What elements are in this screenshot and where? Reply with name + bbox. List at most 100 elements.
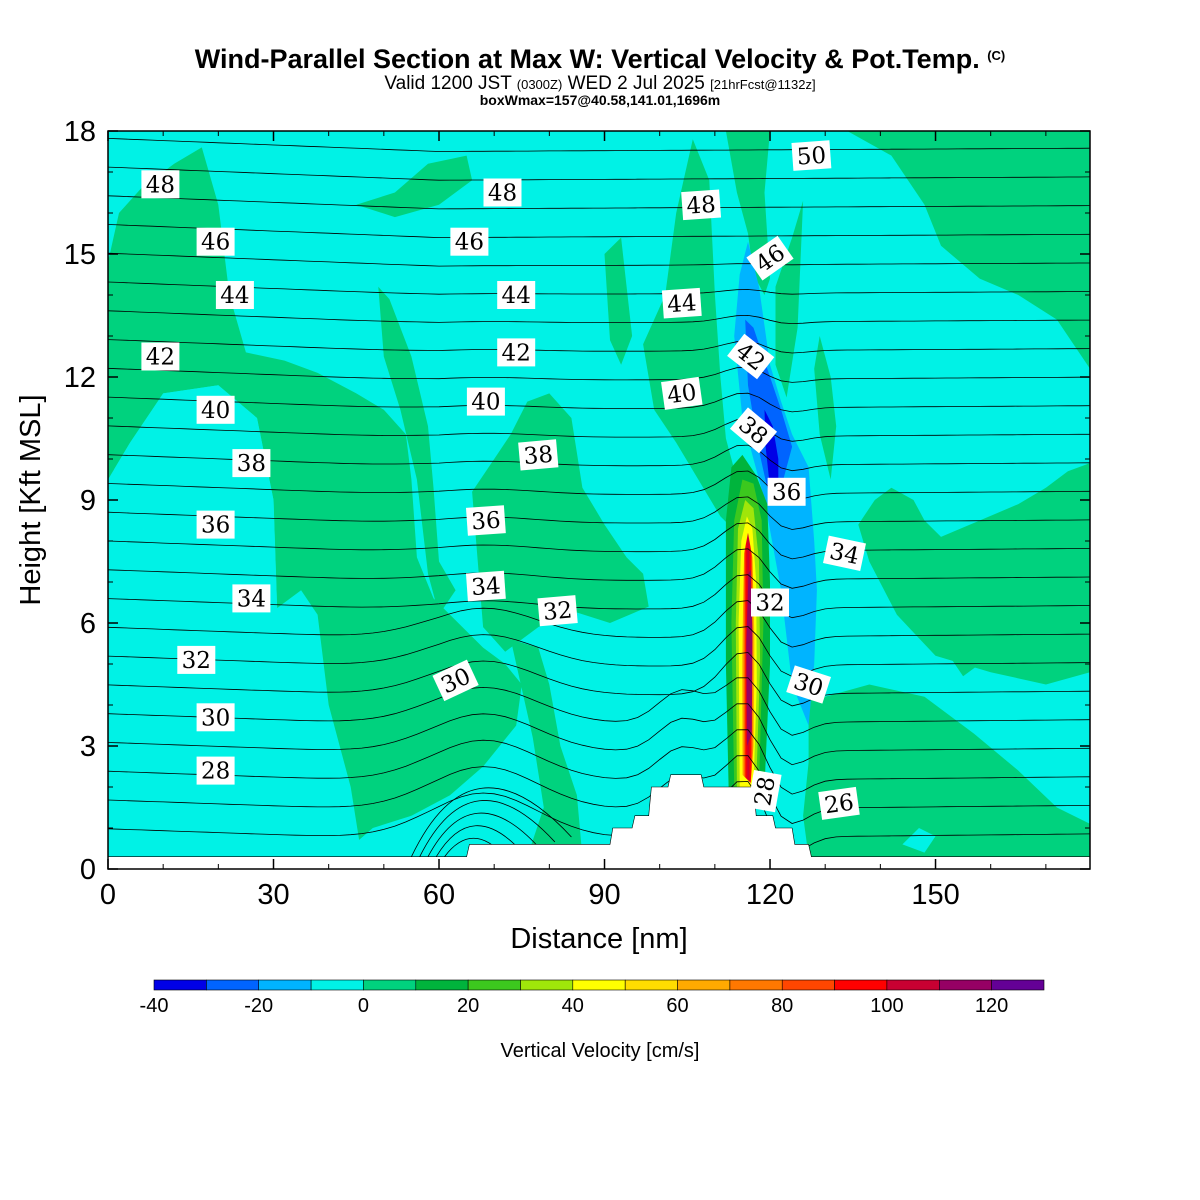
- w-positive-region: [858, 463, 1090, 685]
- w-positive-region: [930, 577, 980, 677]
- theta-contour-label: 44: [497, 281, 536, 309]
- theta-label-text: 40: [666, 379, 699, 409]
- theta-contour-label: 34: [232, 584, 271, 613]
- theta-contour-line: [108, 703, 1090, 766]
- x-tick-label: 90: [588, 879, 620, 911]
- theta-label-box: [747, 769, 782, 813]
- colorbar-tick-label: 120: [975, 995, 1008, 1017]
- theta-contour-line: [411, 787, 572, 857]
- y-tick-label: 0: [80, 854, 96, 886]
- chart-title: Wind-Parallel Section at Max W: Vertical…: [194, 44, 1006, 74]
- theta-label-box: [518, 439, 559, 471]
- theta-label-text: 40: [201, 398, 230, 424]
- theta-contour-line: [108, 600, 1090, 648]
- theta-label-box: [751, 588, 789, 617]
- theta-contour-line: [108, 470, 1090, 501]
- w-positive-region: [775, 200, 804, 398]
- theta-label-box: [232, 584, 271, 613]
- theta-label-text: 34: [827, 539, 861, 571]
- colorbar-tick-label: 0: [358, 995, 369, 1017]
- theta-contour-label: 46: [196, 227, 235, 256]
- theta-label-box: [661, 287, 702, 319]
- w-positive-region: [604, 237, 633, 365]
- theta-label-box: [483, 178, 522, 207]
- theta-contour-label: 44: [661, 287, 702, 319]
- theta-label-text: 48: [146, 172, 175, 198]
- copyright-mark: (C): [987, 48, 1006, 63]
- colorbar-swatch: [415, 979, 469, 991]
- theta-contour-label: 38: [518, 439, 559, 471]
- x-tick-label: 0: [100, 879, 116, 911]
- w-zero-region: [902, 828, 936, 853]
- theta-label-text: 48: [488, 181, 517, 207]
- theta-contour-label: 28: [196, 756, 235, 785]
- w-positive-region: [378, 286, 456, 615]
- valid-utc: (0300Z): [516, 77, 563, 92]
- theta-label-box: [141, 342, 180, 371]
- theta-label-text: 32: [182, 648, 211, 674]
- theta-label-box: [537, 595, 578, 627]
- theta-label-box: [450, 227, 489, 256]
- x-tick-label: 120: [746, 879, 794, 911]
- theta-label-box: [196, 510, 235, 539]
- theta-contour-label: 40: [661, 376, 703, 410]
- theta-label-box: [818, 786, 860, 820]
- y-tick-label: 9: [80, 485, 96, 517]
- w-positive-region: [847, 131, 1090, 369]
- x-axis: 0 30 60 90 120 150: [100, 131, 1047, 911]
- theta-label-box: [196, 756, 235, 785]
- theta-contour-label: 40: [196, 395, 235, 424]
- colorbar-swatch: [258, 979, 312, 991]
- theta-contour-line: [108, 138, 1090, 152]
- theta-label-text: 30: [201, 705, 230, 731]
- theta-label-box: [232, 449, 271, 478]
- colorbar-swatch: [153, 979, 207, 991]
- theta-contour-label: 50: [791, 140, 832, 171]
- theta-label-box: [196, 395, 235, 424]
- theta-label-box: [791, 140, 832, 171]
- x-axis-label: Distance [nm]: [510, 923, 687, 955]
- w-positive-region: [510, 639, 583, 857]
- theta-contour-layer: [108, 52, 1090, 857]
- theta-label-text: 46: [201, 230, 230, 256]
- y-tick-label: 3: [80, 731, 96, 763]
- theta-contour-label: 48: [483, 178, 522, 207]
- theta-contour-line: [108, 366, 1090, 383]
- theta-contour-line: [108, 496, 1090, 530]
- theta-contour-line: [108, 52, 1090, 65]
- theta-label-box: [466, 387, 505, 416]
- theta-label-box: [786, 665, 831, 704]
- theta-contour-label: 36: [767, 477, 806, 506]
- w-positive-region: [356, 155, 473, 218]
- theta-contour-label: 42: [497, 338, 536, 367]
- colorbar-tick-label: 20: [457, 995, 479, 1017]
- theta-label-text: 38: [237, 451, 266, 477]
- w-positive-region: [803, 680, 1090, 857]
- colorbar-swatch: [886, 979, 940, 991]
- theta-contour-line: [108, 195, 1090, 210]
- theta-contour-line: [108, 755, 1090, 824]
- theta-label-box: [681, 189, 722, 221]
- theta-contour-label: 32: [177, 645, 216, 674]
- theta-contour-line: [108, 652, 1090, 707]
- theta-contour-label: 46: [450, 227, 489, 256]
- theta-contour-line: [108, 252, 1090, 267]
- theta-label-box: [767, 477, 806, 506]
- theta-contour-line: [108, 166, 1090, 181]
- colorbar-swatch: [363, 979, 417, 991]
- theta-contour-label: 48: [681, 189, 722, 221]
- x-tick-label: 60: [423, 879, 455, 911]
- colorbar: -40 -20 0 20 40 60 80 100 120: [140, 979, 1045, 1017]
- theta-label-box: [497, 281, 536, 309]
- colorbar-swatch: [938, 979, 992, 991]
- y-tick-label: 12: [64, 362, 96, 394]
- theta-contour-line: [108, 444, 1090, 472]
- theta-contour-line: [108, 81, 1090, 94]
- theta-contour-line: [108, 310, 1090, 325]
- theta-contour-label: 48: [141, 170, 180, 199]
- colorbar-swatch: [310, 979, 364, 991]
- theta-label-box: [141, 170, 180, 199]
- theta-contour-line: [108, 781, 1090, 854]
